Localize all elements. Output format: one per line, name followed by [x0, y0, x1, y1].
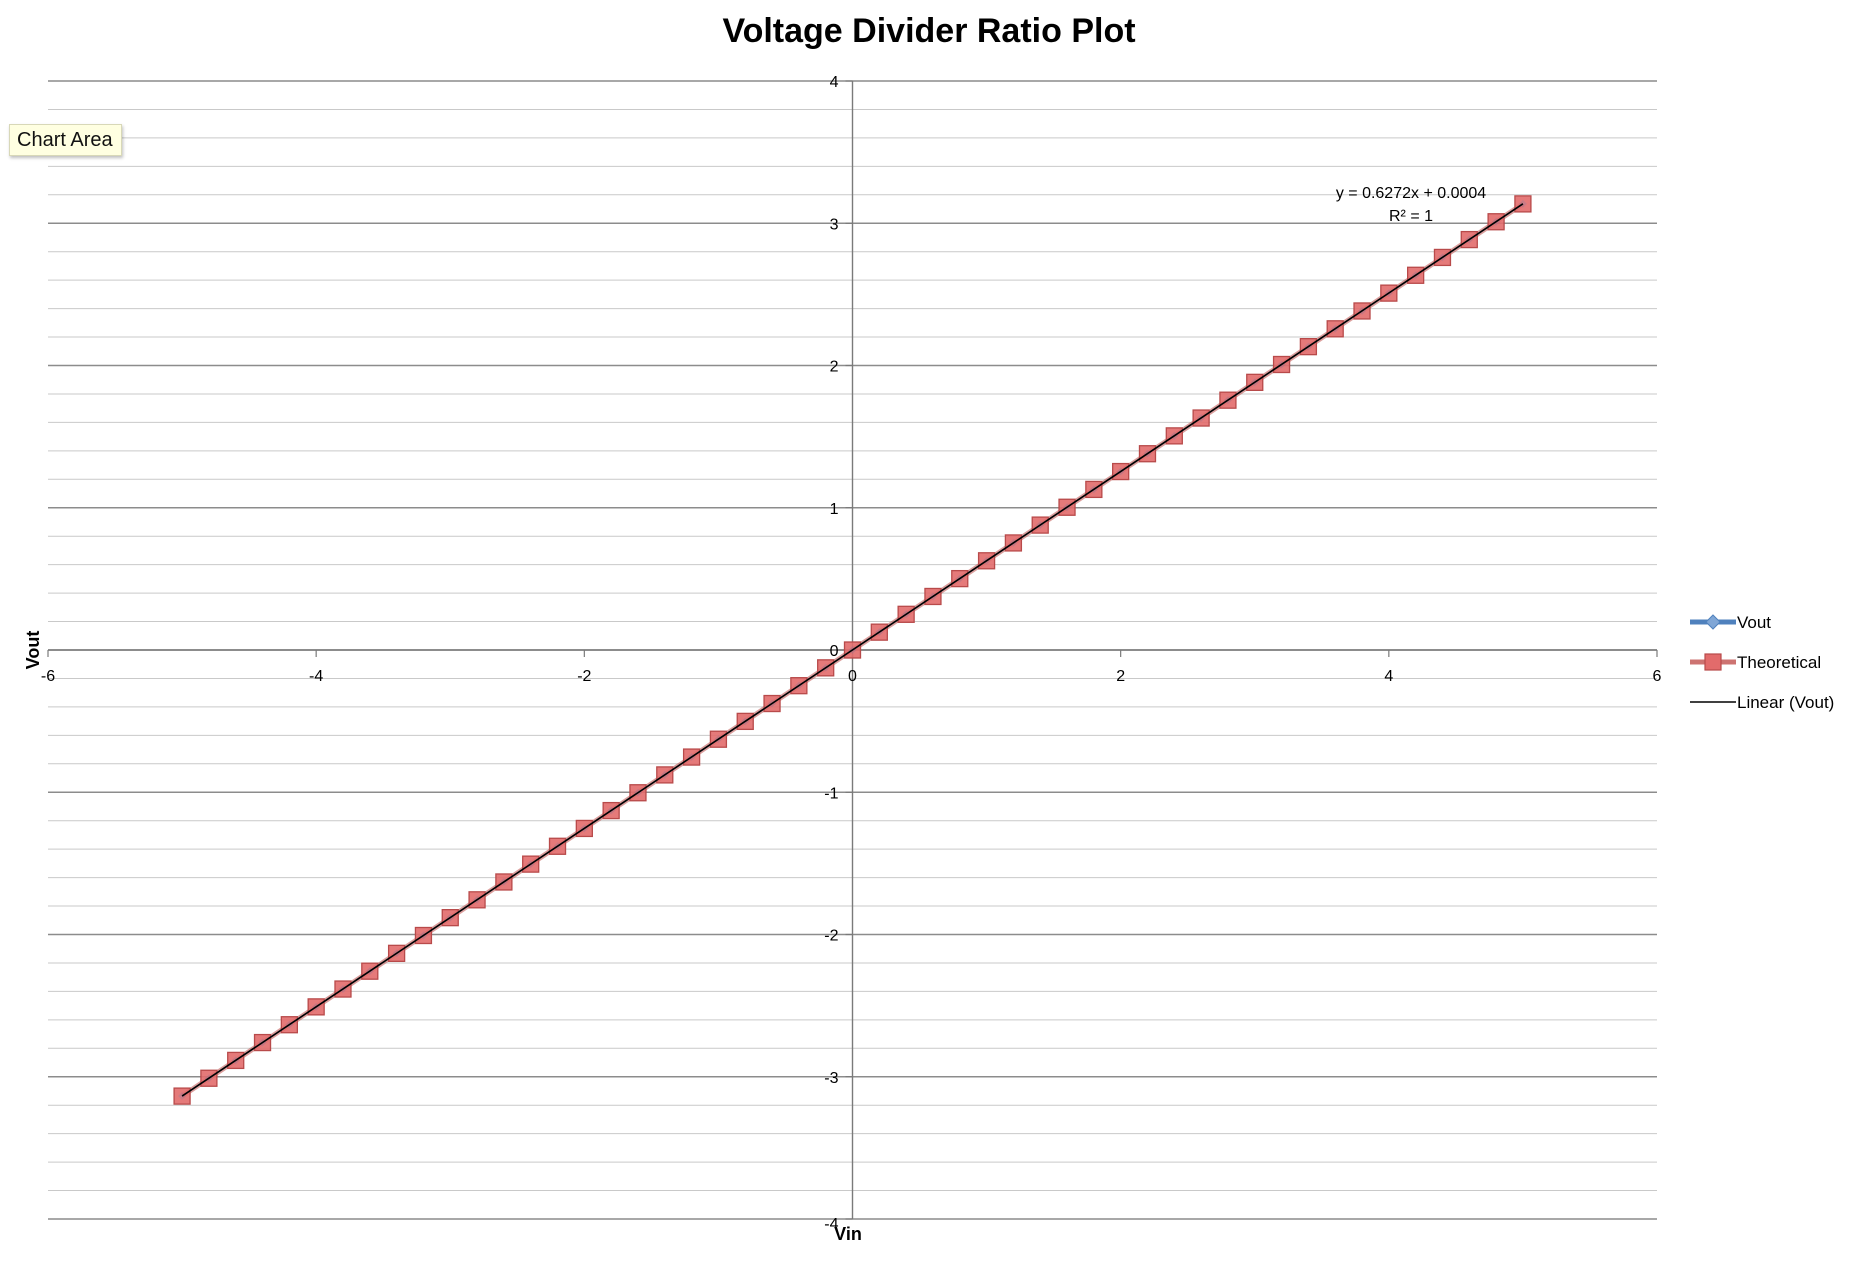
trendline-equation: y = 0.6272x + 0.0004	[1336, 185, 1486, 202]
theoretical-point[interactable]	[173, 1087, 191, 1105]
y-tick-label: -3	[824, 1070, 838, 1087]
y-tick-label: -2	[824, 928, 838, 945]
legend-label: Linear (Vout)	[1737, 693, 1834, 712]
x-tick-label: 4	[1384, 668, 1393, 685]
chart-title: Voltage Divider Ratio Plot	[722, 12, 1135, 50]
legend-item-trend[interactable]: Linear (Vout)	[1690, 693, 1834, 712]
y-tick-label: -1	[824, 785, 838, 802]
x-tick-label: -4	[309, 668, 323, 685]
y-tick-label: 0	[830, 643, 839, 660]
x-tick-label: 0	[848, 668, 857, 685]
x-tick-label: 2	[1116, 668, 1125, 685]
y-tick-label: 3	[830, 216, 839, 233]
y-tick-label: 1	[830, 501, 839, 518]
y-axis-title: Vout	[23, 631, 43, 670]
x-tick-labels: -6 -4 -2 0 2 4 6	[41, 668, 1662, 685]
y-tick-label: -4	[824, 1216, 838, 1233]
legend-item-vout[interactable]: Vout	[1690, 613, 1771, 632]
trendline-r-squared: R² = 1	[1389, 208, 1433, 225]
chart-area-tooltip: Chart Area	[9, 124, 122, 156]
y-tick-labels: -4 -3 -2 -1 0 1 2 3 4	[824, 74, 838, 1233]
trendline-group[interactable]	[181, 203, 1524, 1097]
legend-label: Vout	[1737, 613, 1771, 632]
x-tick-label: 6	[1653, 668, 1662, 685]
legend-marker-vout	[1705, 614, 1721, 630]
legend-marker-theoretical	[1704, 653, 1722, 671]
trendline[interactable]	[181, 203, 1524, 1097]
legend-label: Theoretical	[1737, 653, 1821, 672]
y-tick-label: 4	[830, 74, 839, 91]
x-axis-title: Vin	[834, 1224, 862, 1244]
legend[interactable]: Vout Theoretical Linear (Vout)	[1690, 613, 1834, 712]
x-tick-label: -6	[41, 668, 55, 685]
legend-item-theo[interactable]: Theoretical	[1690, 653, 1821, 672]
y-tick-label: 2	[830, 359, 839, 376]
x-tick-label: -2	[577, 668, 591, 685]
